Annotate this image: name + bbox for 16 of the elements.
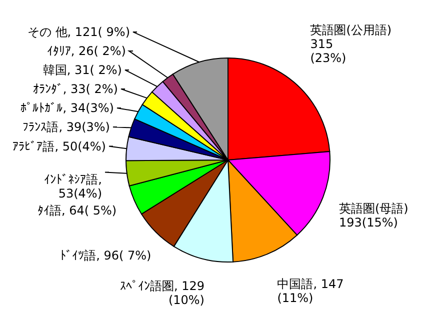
slice-label: ｲﾀﾘｱ, 26( 2%) (46, 44, 126, 58)
data-label: 193(15%) (339, 216, 398, 230)
slice-label: 韓国, 31( 2%) (42, 62, 122, 77)
slice-label: ﾎﾟﾙﾄｶﾞﾙ, 34(3%) (20, 100, 114, 115)
slice-label: ｲﾝﾄﾞﾈｼｱ語, 53(4%) (44, 172, 102, 200)
slice-label: ﾄﾞｲﾂ語, 96( 7%) (60, 248, 152, 263)
slice-label: ﾌﾗﾝｽ語, 39(3%) (22, 120, 110, 134)
slice-label: その 他, 121( 9%) (27, 24, 130, 39)
data-label: 315 (23%) (310, 36, 346, 65)
slice-label: 英語圏(公用語) (310, 22, 392, 37)
slice-label: 中国語, 147 (11%) (277, 276, 344, 305)
slice-label: ｽﾍﾟｲﾝ語圏, 129 (10%) (120, 279, 204, 308)
slice-label: ｱﾗﾋﾞｱ語, 50(4%) (12, 139, 106, 154)
slice-label: ﾀｲ語, 64( 5%) (37, 203, 117, 218)
slice-label: 英語圏(母語) (339, 202, 408, 216)
slice-label: ｵﾗﾝﾀﾞ, 33( 2%) (32, 82, 118, 96)
